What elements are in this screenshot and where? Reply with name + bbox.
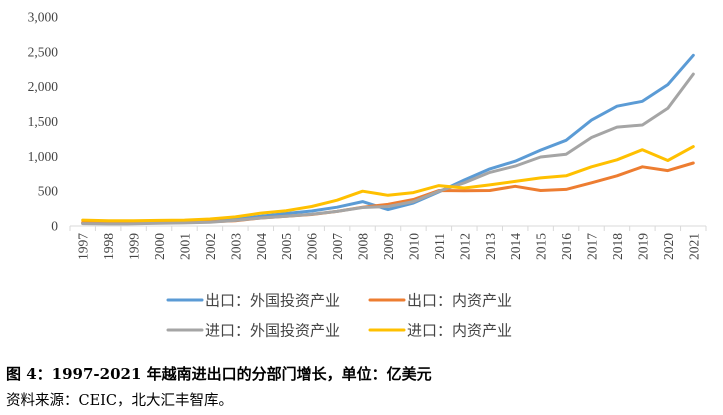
x-tick-label: 2007 <box>330 233 345 260</box>
y-tick-label: 1,500 <box>28 114 59 129</box>
x-tick-label: 2010 <box>406 233 421 260</box>
legend-label: 进口：内资产业 <box>407 322 512 340</box>
legend-item: 出口：内资产业 <box>368 292 512 310</box>
x-tick-label: 2009 <box>381 233 396 260</box>
x-tick-label: 2020 <box>661 233 676 260</box>
x-tick-label: 1997 <box>76 233 91 260</box>
series-line-0 <box>81 53 695 225</box>
x-tick-label: 2017 <box>585 233 600 260</box>
figure-caption: 图 4：1997-2021 年越南进出口的分部门增长，单位：亿美元 <box>6 365 432 383</box>
x-tick-label: 2002 <box>203 233 218 260</box>
x-tick-label: 2013 <box>483 233 498 260</box>
x-tick-label: 2012 <box>457 233 472 260</box>
y-tick-label: 500 <box>38 184 59 199</box>
x-tick-label: 2000 <box>152 233 167 260</box>
y-tick-label: 0 <box>51 219 58 234</box>
series-layer <box>81 53 695 226</box>
x-tick-label: 2011 <box>432 233 447 260</box>
legend-item: 出口：外国投资产业 <box>166 292 340 310</box>
y-tick-label: 2,000 <box>28 79 59 94</box>
legend-item: 进口：外国投资产业 <box>166 322 340 340</box>
x-tick-label: 1999 <box>127 233 142 260</box>
x-tick-label: 2018 <box>610 233 625 260</box>
legend-label: 出口：内资产业 <box>407 292 512 310</box>
source-note: 资料来源：CEIC，北大汇丰智库。 <box>6 393 234 409</box>
x-tick-label: 2014 <box>508 233 523 260</box>
x-tick-label: 2019 <box>635 233 650 260</box>
series-line-1 <box>81 161 695 225</box>
x-tick-label: 1998 <box>101 233 116 260</box>
legend-label: 出口：外国投资产业 <box>205 292 340 310</box>
y-tick-label: 1,000 <box>28 149 59 164</box>
x-tick-label: 2015 <box>534 233 549 260</box>
x-tick-label: 2016 <box>559 233 574 260</box>
y-axis: 0 500 1,000 1,500 2,000 2,500 3,000 <box>28 10 59 234</box>
x-tick-label: 2021 <box>686 233 701 260</box>
series-line-3 <box>81 145 695 223</box>
x-axis: 1997 1998 1999 2000 2001 2002 2003 2004 2005 2006… <box>69 225 707 260</box>
legend-label: 进口：外国投资产业 <box>205 322 340 340</box>
x-tick-label: 2005 <box>279 233 294 260</box>
y-tick-label: 2,500 <box>28 44 59 59</box>
x-tick-label: 2008 <box>356 233 371 260</box>
x-tick-label: 2004 <box>254 233 269 260</box>
series-line-2 <box>81 72 695 226</box>
x-tick-label: 2003 <box>228 233 243 260</box>
legend-item: 进口：内资产业 <box>368 322 512 340</box>
x-tick-label: 2001 <box>177 233 192 260</box>
y-tick-label: 3,000 <box>28 10 59 25</box>
x-tick-label: 2006 <box>305 233 320 260</box>
